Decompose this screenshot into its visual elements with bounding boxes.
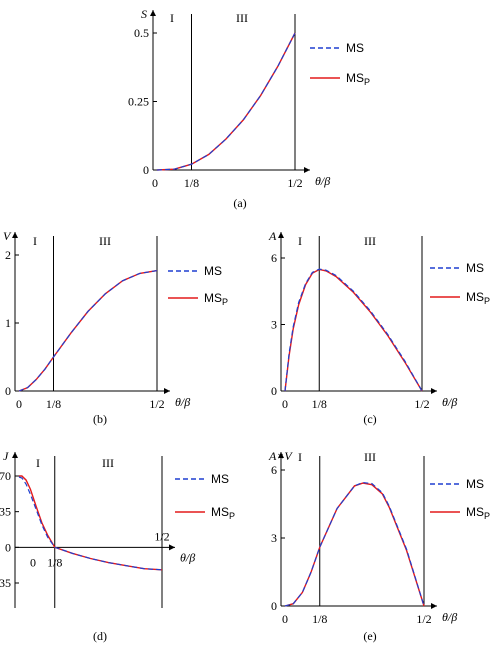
y-tick-label: 70 xyxy=(0,469,11,483)
x-axis-label: θ/β xyxy=(442,610,457,624)
legend-label-msp-subscript: P xyxy=(484,296,490,306)
legend-label-ms: MS xyxy=(466,477,484,491)
legend-label-ms: MS xyxy=(204,264,222,278)
x-axis-label: θ/β xyxy=(180,550,195,564)
y-axis-label: A×V xyxy=(268,449,293,463)
x-tick-label: 0 xyxy=(30,555,36,569)
y-tick-label: 0 xyxy=(143,163,149,177)
series-line-msp xyxy=(156,32,296,171)
panel-caption: (a) xyxy=(233,196,246,210)
x-tick-label: 0 xyxy=(282,397,288,411)
legend-label-ms: MS xyxy=(346,41,364,55)
y-tick-label: 35 xyxy=(0,505,11,519)
x-axis-arrow xyxy=(169,544,175,551)
y-tick-label: 0 xyxy=(271,599,277,613)
x-axis-label: θ/β xyxy=(315,174,330,188)
y-tick-label: 6 xyxy=(271,251,277,265)
legend-label-msp-subscript: P xyxy=(364,77,370,87)
panel-caption: (c) xyxy=(363,412,376,426)
legend-label-msp-subscript: P xyxy=(222,297,228,307)
x-axis-arrow xyxy=(431,388,437,394)
series-line-ms xyxy=(18,270,158,392)
y-axis-label: V xyxy=(3,229,12,243)
region-label-III: III xyxy=(364,450,376,464)
x-tick-label: 1/2 xyxy=(149,397,164,411)
y-axis-arrow xyxy=(12,232,18,238)
series-line-ms xyxy=(284,268,423,392)
legend-label-ms: MS xyxy=(466,261,484,275)
x-tick-label: 0 xyxy=(282,612,288,626)
y-tick-label: 1 xyxy=(5,316,11,330)
y-tick-label: 3 xyxy=(271,318,277,332)
panel-caption: (b) xyxy=(93,412,107,426)
y-tick-label: 0.25 xyxy=(128,95,149,109)
y-axis-arrow xyxy=(278,452,284,458)
legend-label-msp: MSP xyxy=(466,505,490,521)
x-axis-arrow xyxy=(164,388,170,394)
y-axis-arrow xyxy=(150,10,156,16)
region-label-I: I xyxy=(170,11,174,25)
x-tick-label: 1/8 xyxy=(47,555,62,569)
region-label-III: III xyxy=(236,11,248,25)
y-axis-arrow xyxy=(12,452,18,458)
series-line-ms xyxy=(18,476,163,571)
region-label-I: I xyxy=(298,234,302,248)
series-line-ms xyxy=(156,32,296,171)
region-label-III: III xyxy=(99,234,111,248)
x-axis-arrow xyxy=(304,167,310,173)
region-label-I: I xyxy=(298,450,302,464)
y-tick-label: 0 xyxy=(271,384,277,398)
series-line-msp xyxy=(18,269,158,392)
x-tick-label: 1/2 xyxy=(154,529,169,543)
x-tick-label: 1/8 xyxy=(184,176,199,190)
region-label-III: III xyxy=(102,456,114,470)
series-line-msp xyxy=(284,482,425,607)
x-tick-label: 0 xyxy=(152,176,158,190)
region-label-I: I xyxy=(36,456,40,470)
legend-label-msp-subscript: P xyxy=(229,511,235,521)
x-tick-label: 1/2 xyxy=(287,176,302,190)
x-tick-label: 1/8 xyxy=(312,612,327,626)
y-tick-label: -35 xyxy=(0,576,11,590)
x-tick-label: 1/2 xyxy=(414,397,429,411)
legend-label-msp-subscript: P xyxy=(484,511,490,521)
y-tick-label: 2 xyxy=(5,248,11,262)
y-tick-label: 0 xyxy=(5,540,11,554)
series-line-ms xyxy=(284,481,425,607)
panel-caption: (d) xyxy=(93,629,107,643)
y-axis-arrow xyxy=(278,232,284,238)
y-axis-label: S xyxy=(141,7,147,21)
series-line-msp xyxy=(284,268,423,392)
region-label-III: III xyxy=(364,234,376,248)
legend-label-ms: MS xyxy=(211,472,229,486)
x-axis-label: θ/β xyxy=(442,395,457,409)
legend-label-msp: MSP xyxy=(204,291,228,307)
legend-label-msp: MSP xyxy=(211,505,235,521)
x-tick-label: 0 xyxy=(16,397,22,411)
region-label-I: I xyxy=(33,234,37,248)
y-tick-label: 0 xyxy=(5,384,11,398)
legend-label-msp: MSP xyxy=(346,71,370,87)
panel-caption: (e) xyxy=(363,629,376,643)
x-axis-label: θ/β xyxy=(175,395,190,409)
y-axis-label: A xyxy=(268,229,277,243)
x-tick-label: 1/8 xyxy=(46,397,61,411)
y-tick-label: 0.5 xyxy=(134,26,149,40)
y-tick-label: 3 xyxy=(271,531,277,545)
y-axis-label: J xyxy=(3,449,9,463)
x-tick-label: 1/2 xyxy=(416,612,431,626)
y-tick-label: 6 xyxy=(271,463,277,477)
x-axis-arrow xyxy=(431,603,437,609)
legend-label-msp: MSP xyxy=(466,290,490,306)
x-tick-label: 1/8 xyxy=(312,397,327,411)
series-line-msp xyxy=(19,475,163,571)
